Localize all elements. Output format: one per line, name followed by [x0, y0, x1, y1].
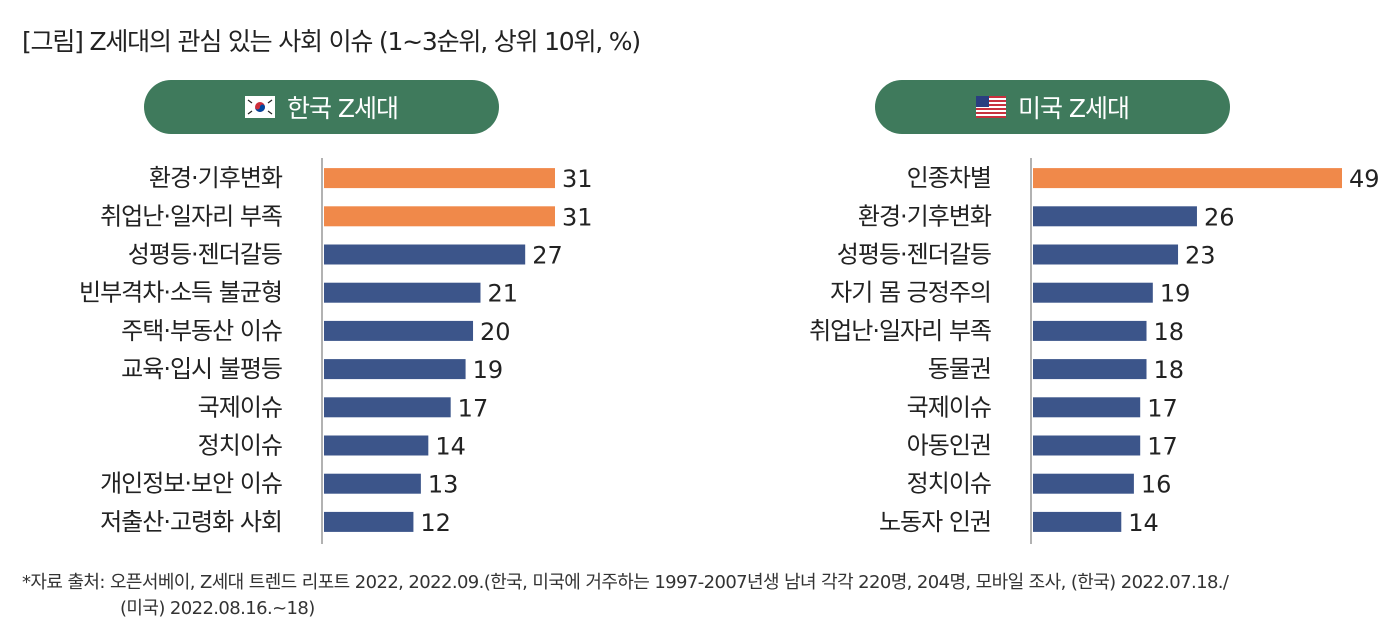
us-category-label: 아동인권: [907, 432, 991, 460]
us-category-label: 국제이슈: [907, 393, 991, 421]
kr-category-label: 개인정보·보안 이슈: [100, 470, 282, 498]
kr-bar: [324, 206, 555, 227]
kr-category-label: 교육·입시 불평등: [121, 355, 282, 383]
us-bar: [1033, 511, 1122, 532]
kr-value-label: 31: [562, 203, 593, 231]
korea-panel-header: 한국 Z세대: [144, 80, 499, 134]
kr-bar: [324, 473, 421, 494]
kr-bar: [324, 511, 414, 532]
kr-value-label: 12: [420, 509, 451, 537]
us-category-label: 동물권: [928, 355, 991, 383]
figure-title: [그림] Z세대의 관심 있는 사회 이슈 (1~3순위, 상위 10위, %): [22, 27, 641, 56]
us-value-label: 18: [1154, 356, 1185, 384]
kr-bar: [324, 168, 555, 189]
kr-category-label: 빈부격차·소득 불균형: [79, 279, 282, 307]
kr-category-label: 성평등·젠더갈등: [128, 241, 282, 269]
us-bar: [1033, 282, 1153, 303]
us-category-label: 인종차별: [907, 164, 991, 192]
us-bar: [1033, 397, 1141, 418]
kr-bar: [324, 282, 481, 303]
kr-value-label: 31: [562, 165, 593, 193]
us-category-label: 취업난·일자리 부족: [809, 317, 991, 345]
us-value-label: 19: [1160, 280, 1191, 308]
us-bar: [1033, 473, 1134, 494]
kr-value-label: 14: [435, 433, 466, 461]
kr-value-label: 19: [473, 356, 504, 384]
us-bar: [1033, 359, 1147, 380]
kr-category-label: 환경·기후변화: [149, 164, 283, 192]
kr-bar: [324, 359, 466, 380]
korea-bar-chart: 환경·기후변화 31 취업난·일자리 부족 31 성평등·젠더갈등 27 빈부격차·소득 불…: [79, 158, 593, 544]
kr-bar: [324, 435, 429, 456]
kr-category-label: 저출산·고령화 사회: [100, 508, 282, 536]
us-bar: [1033, 206, 1197, 227]
us-value-label: 17: [1147, 433, 1178, 461]
us-panel-title: 미국 Z세대: [1017, 94, 1130, 123]
us-value-label: 49: [1349, 165, 1380, 193]
korea-panel-title: 한국 Z세대: [286, 94, 399, 123]
us-category-label: 성평등·젠더갈등: [837, 241, 991, 269]
kr-category-label: 주택·부동산 이슈: [121, 317, 282, 345]
us-value-label: 14: [1128, 509, 1159, 537]
us-value-label: 23: [1185, 242, 1216, 270]
us-category-label: 자기 몸 긍정주의: [830, 279, 991, 307]
footnote: *자료 출처: 오픈서베이, Z세대 트렌드 리포트 2022, 2022.09…: [22, 570, 1229, 622]
kr-bar: [324, 244, 526, 265]
us-value-label: 26: [1204, 203, 1235, 231]
us-value-label: 18: [1154, 318, 1185, 346]
kr-category-label: 정치이슈: [198, 432, 282, 460]
us-bar-chart: 인종차별 49 환경·기후변화 26 성평등·젠더갈등 23 자기 몸 긍정주의 19 취업난·…: [809, 158, 1380, 544]
us-category-label: 노동자 인권: [879, 508, 991, 536]
korea-chart: 환경·기후변화 31 취업난·일자리 부족 31 성평등·젠더갈등 27 빈부격차·소득 불…: [0, 156, 640, 546]
kr-category-label: 국제이슈: [198, 393, 282, 421]
footnote-line-1: *자료 출처: 오픈서베이, Z세대 트렌드 리포트 2022, 2022.09…: [22, 572, 1229, 593]
kr-value-label: 17: [458, 394, 489, 422]
us-flag-icon: [975, 96, 1006, 118]
us-bar: [1033, 435, 1141, 456]
kr-value-label: 21: [487, 280, 518, 308]
kr-bar: [324, 320, 474, 341]
us-category-label: 정치이슈: [907, 470, 991, 498]
us-bar: [1033, 168, 1342, 189]
us-value-label: 17: [1147, 394, 1178, 422]
us-category-label: 환경·기후변화: [858, 202, 992, 230]
kr-category-label: 취업난·일자리 부족: [100, 202, 282, 230]
kr-value-label: 20: [480, 318, 511, 346]
us-bar: [1033, 244, 1179, 265]
us-value-label: 16: [1141, 471, 1172, 499]
kr-bar: [324, 397, 451, 418]
kr-value-label: 27: [532, 242, 563, 270]
korea-flag-icon: [244, 96, 275, 118]
footnote-line-2: (미국) 2022.08.16.~18): [120, 598, 315, 619]
us-panel-header: 미국 Z세대: [875, 80, 1230, 134]
us-bar: [1033, 320, 1147, 341]
kr-value-label: 13: [428, 471, 459, 499]
us-chart: 인종차별 49 환경·기후변화 26 성평등·젠더갈등 23 자기 몸 긍정주의 19 취업난·…: [700, 156, 1390, 546]
